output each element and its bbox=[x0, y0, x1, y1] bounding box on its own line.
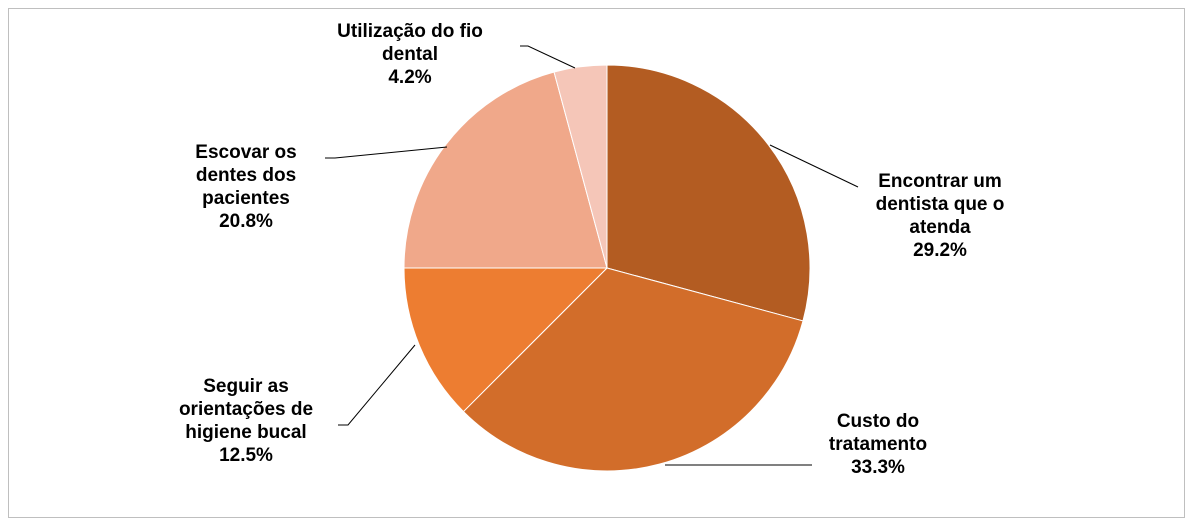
pie-slice bbox=[462, 267, 804, 472]
leader-line bbox=[325, 146, 448, 159]
slice-label: Seguir as orientações de higiene bucal 12… bbox=[166, 375, 326, 467]
pie-slice bbox=[403, 71, 608, 269]
pie-slice bbox=[606, 64, 811, 322]
category-label: Encontrar um dentista que o atenda bbox=[875, 171, 1005, 238]
leader-line bbox=[769, 144, 859, 188]
chart-frame bbox=[8, 8, 1185, 518]
leader-line bbox=[520, 45, 576, 69]
category-label: Utilização do fio dental bbox=[337, 21, 483, 65]
category-label: Seguir as orientações de higiene bucal bbox=[178, 376, 314, 443]
slice-label: Encontrar um dentista que o atenda 29.2% bbox=[860, 170, 1020, 262]
value-label: 4.2% bbox=[388, 67, 432, 88]
pie-slice bbox=[553, 64, 608, 269]
pie-slice bbox=[403, 267, 609, 413]
slice-label: Custo do tratamento 33.3% bbox=[818, 410, 938, 479]
category-label: Escovar os dentes dos pacientes bbox=[195, 142, 297, 209]
slice-label: Utilização do fio dental 4.2% bbox=[310, 20, 510, 89]
leader-line bbox=[338, 344, 416, 426]
category-label: Custo do tratamento bbox=[828, 411, 928, 455]
value-label: 12.5% bbox=[219, 445, 273, 466]
slice-label: Escovar os dentes dos pacientes 20.8% bbox=[181, 141, 311, 233]
value-label: 29.2% bbox=[913, 240, 967, 261]
value-label: 33.3% bbox=[851, 457, 905, 478]
value-label: 20.8% bbox=[219, 211, 273, 232]
